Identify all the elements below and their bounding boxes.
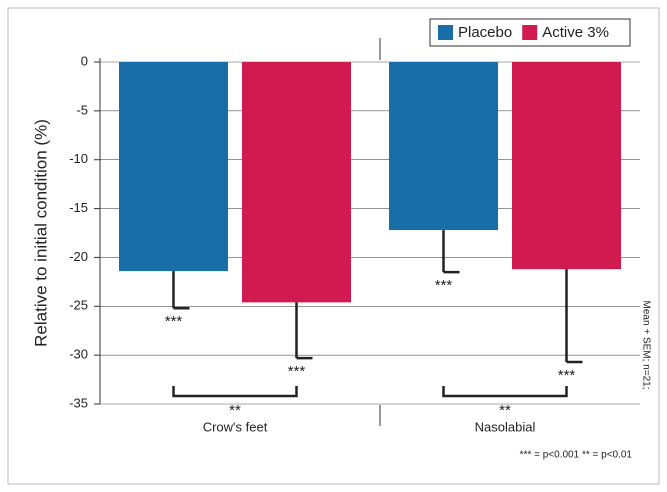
error-bar <box>295 302 313 360</box>
x-tick-label: Nasolabial <box>475 419 536 434</box>
y-tick-label: -15 <box>69 200 88 215</box>
bar <box>119 62 228 272</box>
significance-label: *** <box>165 313 183 330</box>
x-tick-label: Crow's feet <box>203 419 268 434</box>
legend-swatch <box>522 25 538 40</box>
bar <box>242 62 351 303</box>
y-tick-label: -10 <box>69 151 88 166</box>
error-bar <box>565 269 583 364</box>
bar <box>389 62 498 231</box>
frame <box>7 7 660 485</box>
y-tick-label: -30 <box>69 347 88 362</box>
y-tick-label: 0 <box>81 53 88 68</box>
y-axis-label: Relative to initial condition (%) <box>31 119 50 347</box>
bracket <box>442 386 568 398</box>
group-significance: ** <box>499 402 511 419</box>
significance-label: *** <box>558 367 576 384</box>
significance-label: *** <box>435 277 453 294</box>
significance-label: *** <box>288 363 306 380</box>
legend-swatch <box>438 25 453 40</box>
y-tick-label: -20 <box>69 249 88 264</box>
bracket <box>172 386 298 398</box>
legend-label: Placebo <box>458 24 512 41</box>
y-tick-label: -35 <box>69 395 88 410</box>
group-significance: ** <box>229 402 241 419</box>
bar <box>512 62 621 270</box>
error-bar <box>172 271 190 310</box>
y-tick-label: -5 <box>76 102 88 117</box>
legend-label: Active 3% <box>542 24 609 41</box>
error-bar <box>442 230 460 274</box>
footnote: *** = p<0.001 ** = p<0.01 <box>520 450 633 461</box>
y-tick-label: -25 <box>69 298 88 313</box>
note: Mean + SEM; n=21; <box>640 301 651 390</box>
